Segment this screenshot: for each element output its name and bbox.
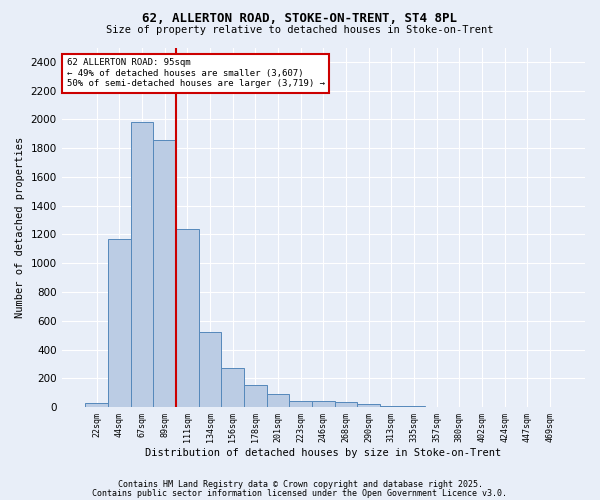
Bar	[358, 404, 380, 407]
Text: Contains public sector information licensed under the Open Government Licence v3: Contains public sector information licen…	[92, 488, 508, 498]
Bar	[154, 140, 176, 407]
Text: Size of property relative to detached houses in Stoke-on-Trent: Size of property relative to detached ho…	[106, 25, 494, 35]
Bar	[335, 402, 358, 407]
Y-axis label: Number of detached properties: Number of detached properties	[15, 136, 25, 318]
Bar	[199, 332, 221, 407]
Text: 62, ALLERTON ROAD, STOKE-ON-TRENT, ST4 8PL: 62, ALLERTON ROAD, STOKE-ON-TRENT, ST4 8…	[143, 12, 458, 26]
Bar	[108, 239, 131, 407]
Bar	[403, 406, 425, 407]
Bar	[244, 385, 266, 407]
Bar	[176, 228, 199, 407]
Text: 62 ALLERTON ROAD: 95sqm
← 49% of detached houses are smaller (3,607)
50% of semi: 62 ALLERTON ROAD: 95sqm ← 49% of detache…	[67, 58, 325, 88]
X-axis label: Distribution of detached houses by size in Stoke-on-Trent: Distribution of detached houses by size …	[145, 448, 502, 458]
Text: Contains HM Land Registry data © Crown copyright and database right 2025.: Contains HM Land Registry data © Crown c…	[118, 480, 482, 489]
Bar	[380, 406, 403, 407]
Bar	[131, 122, 154, 407]
Bar	[312, 402, 335, 407]
Bar	[85, 404, 108, 407]
Bar	[221, 368, 244, 407]
Bar	[289, 400, 312, 407]
Bar	[266, 394, 289, 407]
